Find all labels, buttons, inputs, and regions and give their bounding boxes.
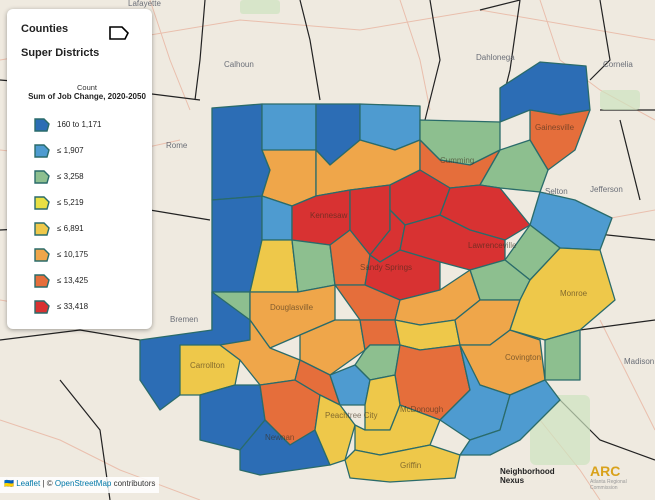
legend-swatch (34, 196, 50, 210)
ukraine-flag-icon: 🇺🇦 (4, 479, 14, 488)
svg-text:Carrollton: Carrollton (190, 361, 225, 370)
place-rome: Rome (166, 141, 188, 150)
district-dekalb-south[interactable] (394, 319, 461, 351)
district-bartow-west[interactable] (211, 103, 271, 201)
super-districts[interactable] (139, 61, 616, 483)
district-newton-east[interactable] (459, 379, 561, 456)
district-cartersville[interactable] (261, 149, 317, 207)
legend-swatch (34, 170, 50, 184)
legend-swatch (34, 274, 50, 288)
legend: Count Sum of Job Change, 2020-2050 160 t… (24, 81, 150, 321)
arc-logo: ARC Atlanta Regional Commission (590, 463, 650, 491)
leaflet-link[interactable]: Leaflet (16, 479, 41, 488)
legend-swatch (34, 248, 50, 262)
legend-swatch (34, 118, 50, 132)
svg-text:Gainesville: Gainesville (535, 123, 575, 132)
legend-item-label: ≤ 33,418 (57, 302, 89, 311)
legend-item-label: 160 to 1,171 (57, 120, 102, 129)
county-outline-icon (109, 26, 129, 40)
svg-text:Covington: Covington (505, 353, 541, 362)
openstreetmap-link[interactable]: OpenStreetMap (54, 479, 112, 488)
place-cornelia: Cornelia (603, 60, 633, 69)
attribution-contributors: contributors (111, 479, 156, 488)
legend-item-label: ≤ 6,891 (57, 224, 84, 233)
svg-text:Peachtree City: Peachtree City (325, 411, 377, 420)
arc-logo-subtitle: Atlanta Regional Commission (590, 479, 627, 491)
legend-count-label: Count (76, 83, 97, 92)
legend-panel: Counties Super Districts Count Sum of Jo… (7, 9, 152, 329)
place-selton: Selton (545, 187, 568, 196)
place-lafayette: Lafayette (128, 0, 161, 8)
svg-text:Kennesaw: Kennesaw (310, 211, 348, 220)
legend-swatch (34, 144, 50, 158)
district-monroe[interactable] (509, 247, 616, 341)
district-cobb-west[interactable] (291, 239, 336, 293)
arc-logo-mark: ARC (590, 463, 621, 479)
svg-text:Douglasville: Douglasville (270, 303, 314, 312)
attribution-separator: | © (40, 479, 55, 488)
svg-text:McDonough: McDonough (400, 405, 443, 414)
legend-item-label: ≤ 1,907 (57, 146, 84, 155)
legend-swatch (34, 300, 50, 314)
legend-item-label: ≤ 10,175 (57, 250, 89, 259)
legend-item-label: ≤ 5,219 (57, 198, 84, 207)
place-dahlonega: Dahlonega (476, 53, 515, 62)
svg-text:Cumming: Cumming (440, 156, 474, 165)
layer-super-districts[interactable]: Super Districts (21, 47, 99, 59)
svg-text:Sandy Springs: Sandy Springs (360, 263, 412, 272)
place-calhoun: Calhoun (224, 60, 254, 69)
place-madison: Madison (624, 357, 655, 366)
layer-counties-label: Counties (21, 23, 69, 35)
svg-text:Monroe: Monroe (560, 289, 588, 298)
neighborhood-nexus-logo: Neighborhood Nexus (500, 467, 555, 485)
legend-title: Sum of Job Change, 2020-2050 (28, 92, 146, 101)
district-city-labels: Gainesville Cumming Kennesaw Lawrencevil… (190, 123, 588, 470)
place-jefferson: Jefferson (590, 185, 623, 194)
legend-swatch (34, 222, 50, 236)
legend-item-label: ≤ 13,425 (57, 276, 89, 285)
layer-super-districts-label: Super Districts (21, 47, 100, 59)
place-bremen: Bremen (170, 315, 199, 324)
map-attribution: 🇺🇦 Leaflet | © OpenStreetMap contributor… (0, 477, 160, 493)
svg-text:Newnan: Newnan (265, 433, 294, 442)
district-clayton-south[interactable] (329, 364, 371, 406)
svg-text:Griffin: Griffin (400, 461, 421, 470)
district-walton-south[interactable] (544, 329, 581, 381)
svg-text:Lawrenceville: Lawrenceville (468, 241, 517, 250)
legend-item-label: ≤ 3,258 (57, 172, 84, 181)
layer-counties[interactable]: Counties (21, 23, 68, 35)
